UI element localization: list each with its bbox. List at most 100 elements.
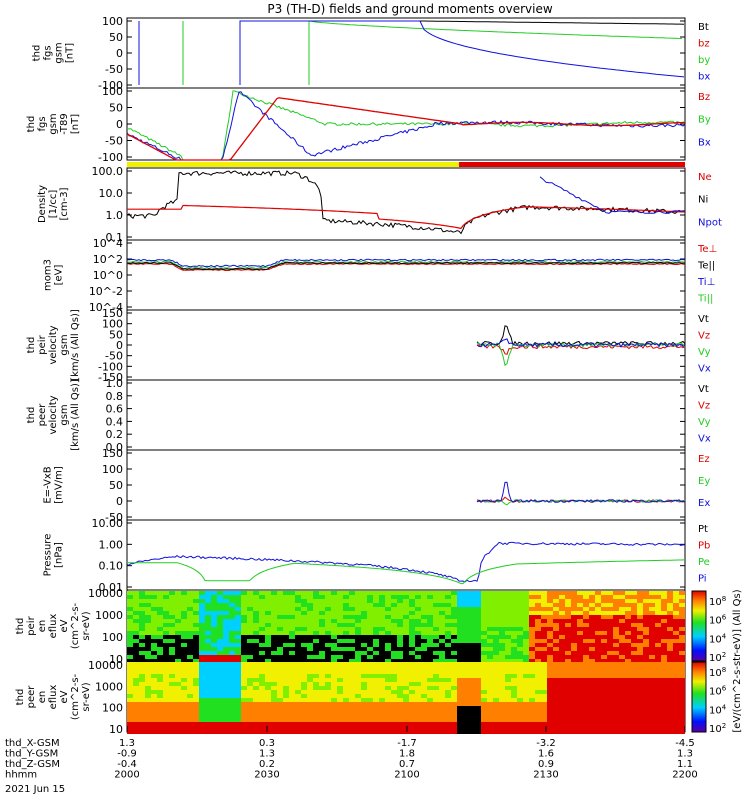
Ne-line xyxy=(127,204,686,230)
spectro-cell xyxy=(505,686,511,690)
spectro-cell xyxy=(145,631,151,635)
spectro-cell xyxy=(649,730,655,734)
spectro-cell xyxy=(211,674,217,678)
spectro-cell xyxy=(511,659,517,663)
spectro-cell xyxy=(565,666,571,670)
spectro-cell xyxy=(175,631,181,635)
spectro-cell xyxy=(301,643,307,647)
spectro-cell xyxy=(397,714,403,718)
spectro-cell xyxy=(577,710,583,714)
spectro-cell xyxy=(583,631,589,635)
spectro-cell xyxy=(637,603,643,607)
spectro-cell xyxy=(667,627,673,631)
spectro-cell xyxy=(289,631,295,635)
spectro-cell xyxy=(361,651,367,655)
spectro-cell xyxy=(241,690,247,694)
spectro-cell xyxy=(619,615,625,619)
spectro-cell xyxy=(583,670,589,674)
spectro-cell xyxy=(451,607,457,611)
spectro-cell xyxy=(607,627,613,631)
spectro-cell xyxy=(625,623,631,627)
spectro-cell xyxy=(331,599,337,603)
spectro-cell xyxy=(433,595,439,599)
spectro-cell xyxy=(391,662,397,666)
spectro-cell xyxy=(271,710,277,714)
spectro-cell xyxy=(403,659,409,663)
spectro-cell xyxy=(619,619,625,623)
spectro-cell xyxy=(355,651,361,655)
spectro-cell xyxy=(589,659,595,663)
spectro-cell xyxy=(511,595,517,599)
spectro-cell xyxy=(427,603,433,607)
ylabel-line: Density xyxy=(37,185,48,223)
spectro-cell xyxy=(583,710,589,714)
spectro-cell xyxy=(373,627,379,631)
spectro-cell xyxy=(655,651,661,655)
spectro-cell xyxy=(511,730,517,734)
spectro-cell xyxy=(445,647,451,651)
spectro-cell xyxy=(487,682,493,686)
spectro-cell xyxy=(427,682,433,686)
spectro-cell xyxy=(145,682,151,686)
spectro-cell xyxy=(229,627,235,631)
spectro-cell xyxy=(175,659,181,663)
spectro-cell xyxy=(325,678,331,682)
spectro-cell xyxy=(403,702,409,706)
spectro-cell xyxy=(301,706,307,710)
spectro-cell xyxy=(559,607,565,611)
colorbar-tick: 104 xyxy=(709,703,727,716)
spectro-cell xyxy=(469,607,475,611)
spectro-cell xyxy=(505,655,511,659)
spectro-cell xyxy=(331,706,337,710)
spectro-cell xyxy=(169,655,175,659)
spectro-cell xyxy=(259,678,265,682)
spectro-cell xyxy=(187,706,193,710)
spectro-cell xyxy=(217,678,223,682)
spectro-cell xyxy=(223,678,229,682)
spectro-cell xyxy=(673,651,679,655)
spectro-cell xyxy=(415,627,421,631)
spectro-cell xyxy=(679,682,685,686)
spectro-cell xyxy=(301,607,307,611)
spectro-cell xyxy=(595,670,601,674)
spectro-cell xyxy=(595,714,601,718)
spectro-cell xyxy=(673,698,679,702)
spectro-cell xyxy=(601,651,607,655)
spectro-cell xyxy=(199,678,205,682)
spectro-cell xyxy=(361,674,367,678)
spectro-cell xyxy=(265,722,271,726)
spectro-cell xyxy=(193,674,199,678)
spectro-cell xyxy=(187,730,193,734)
spectro-cell xyxy=(403,706,409,710)
spectro-cell xyxy=(457,698,463,702)
spectro-cell xyxy=(655,607,661,611)
colorbar-tick: 102 xyxy=(709,651,726,664)
spectro-cell xyxy=(655,643,661,647)
spectro-cell xyxy=(259,682,265,686)
spectro-cell xyxy=(649,611,655,615)
spectro-cell xyxy=(547,718,553,722)
spectro-cell xyxy=(511,623,517,627)
spectro-cell xyxy=(397,651,403,655)
spectro-cell xyxy=(667,666,673,670)
ytick-label: -100 xyxy=(98,79,123,92)
spectro-cell xyxy=(163,647,169,651)
spectro-cell xyxy=(487,603,493,607)
spectro-cell xyxy=(601,619,607,623)
spectro-cell xyxy=(505,670,511,674)
spectro-cell xyxy=(187,591,193,595)
spectro-cell xyxy=(637,718,643,722)
spectro-cell xyxy=(343,726,349,730)
spectro-cell xyxy=(163,730,169,734)
spectro-cell xyxy=(313,690,319,694)
spectro-cell xyxy=(259,639,265,643)
spectro-cell xyxy=(355,623,361,627)
spectro-cell xyxy=(601,607,607,611)
spectro-cell xyxy=(151,643,157,647)
spectro-cell xyxy=(259,690,265,694)
spectro-cell xyxy=(361,666,367,670)
spectro-cell xyxy=(145,666,151,670)
spectro-cell xyxy=(259,722,265,726)
spectro-cell xyxy=(463,686,469,690)
spectro-cell xyxy=(637,591,643,595)
